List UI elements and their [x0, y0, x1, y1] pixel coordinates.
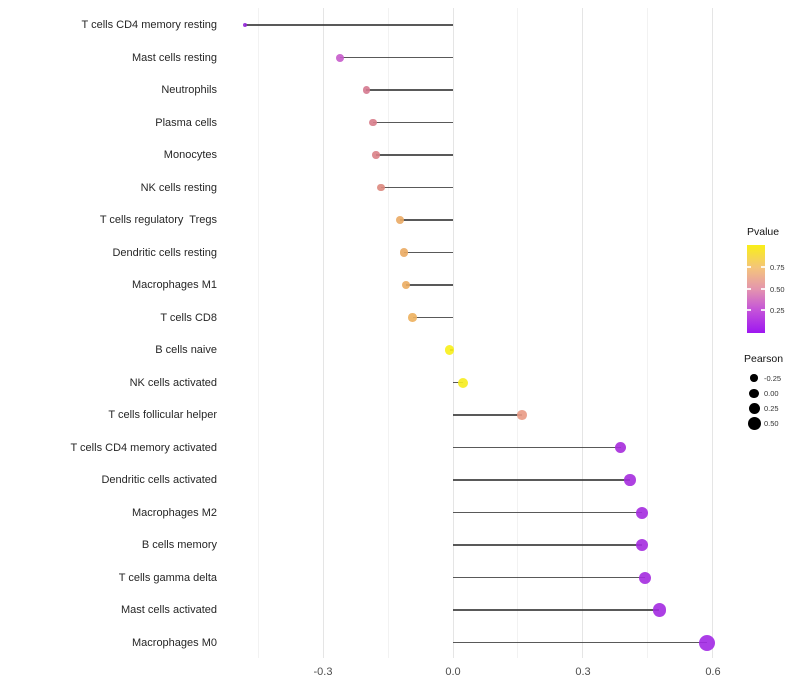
lollipop-stick	[340, 56, 453, 59]
category-label: Plasma cells	[155, 116, 217, 129]
gridline-minor	[387, 8, 389, 658]
pearson-size-label: 0.00	[764, 388, 779, 398]
lollipop-dot	[614, 441, 627, 454]
category-label: Dendritic cells resting	[112, 246, 217, 259]
category-label: T cells CD8	[160, 311, 217, 324]
gridline-minor	[647, 8, 649, 658]
lollipop-stick	[412, 316, 453, 319]
lollipop-dot	[242, 22, 248, 28]
lollipop-stick	[453, 479, 631, 481]
category-label: NK cells resting	[140, 181, 217, 194]
pearson-size-label: 0.50	[764, 419, 779, 429]
lollipop-stick	[453, 576, 646, 579]
lollipop-stick	[381, 186, 453, 189]
lollipop-dot	[362, 86, 371, 94]
lollipop-dot	[399, 248, 409, 257]
pvalue-tick-mark	[761, 288, 765, 290]
category-label: Macrophages M1	[132, 279, 217, 291]
lollipop-dot	[635, 506, 648, 519]
category-label: Mast cells activated	[121, 604, 217, 616]
lollipop-stick	[405, 284, 453, 286]
pvalue-tick-mark	[761, 266, 765, 268]
lollipop-stick	[453, 609, 660, 611]
lollipop-stick	[453, 641, 708, 644]
legend: Pvalue 0.75 0.50 0.25 Pearson -0.25 0.00 0.2…	[738, 222, 800, 442]
category-label: T cells CD4 memory resting	[81, 19, 218, 31]
pearson-size-label: 0.25	[764, 404, 779, 414]
category-label: Macrophages M0	[132, 636, 217, 649]
pearson-size-label: -0.25	[764, 373, 782, 383]
gridline-minor	[257, 8, 259, 658]
gridline-minor	[517, 8, 519, 658]
lollipop-dot	[517, 410, 527, 420]
lollipop-dot	[624, 474, 636, 486]
pearson-size-dot	[747, 417, 761, 431]
gridline-major	[322, 8, 324, 658]
lollipop-dot	[639, 571, 652, 584]
category-label: T cells gamma delta	[118, 571, 217, 584]
category-label: NK cells activated	[129, 376, 217, 389]
lollipop-dot	[369, 118, 377, 127]
lollipop-stick	[404, 251, 453, 254]
category-label: Neutrophils	[161, 84, 217, 96]
category-label: T cells CD4 memory activated	[70, 441, 217, 454]
x-tick-label: 0.0	[445, 666, 461, 678]
lollipop-stick	[366, 89, 453, 91]
pvalue-tick-mark	[747, 309, 751, 311]
lollipop-dot	[652, 603, 666, 617]
lollipop-stick	[453, 511, 642, 514]
gridline-major	[452, 8, 454, 658]
lollipop-stick	[245, 24, 453, 26]
lollipop-stick	[453, 446, 621, 449]
pvalue-tick-label: 0.25	[770, 305, 785, 315]
category-label: Mast cells resting	[132, 51, 217, 64]
x-tick-label: 0.3	[575, 666, 591, 678]
pvalue-tick-label: 0.75	[770, 262, 785, 272]
pvalue-tick-mark	[747, 288, 751, 290]
lollipop-dot	[401, 280, 411, 290]
pvalue-gradient-bar	[747, 245, 765, 333]
gridline-major	[712, 8, 714, 658]
lollipop-dot	[395, 215, 405, 225]
pvalue-tick-label: 0.50	[770, 284, 785, 294]
x-tick-label: 0.6	[705, 666, 721, 678]
pvalue-tick-mark	[747, 266, 751, 268]
pvalue-tick-mark	[761, 309, 765, 311]
category-label: T cells follicular helper	[108, 409, 217, 421]
lollipop-dot	[372, 151, 380, 159]
lollipop-stick	[453, 544, 642, 546]
category-label: T cells regulatory Tregs	[99, 214, 217, 226]
x-tick-label: -0.3	[313, 666, 333, 678]
lollipop-stick	[375, 154, 453, 156]
lollipop-dot	[377, 183, 385, 192]
category-label: Macrophages M2	[132, 506, 217, 519]
lollipop-dot	[444, 345, 455, 355]
category-label: B cells naive	[155, 344, 217, 356]
pearson-legend-title: Pearson	[744, 353, 784, 365]
lollipop-dot	[457, 377, 468, 388]
category-label: B cells memory	[141, 539, 217, 551]
lollipop-dot	[336, 53, 345, 62]
gridline-major	[582, 8, 584, 658]
lollipop-dot	[408, 313, 417, 322]
category-label: Monocytes	[163, 149, 217, 161]
lollipop-dot	[699, 634, 716, 651]
lollipop-dot	[635, 539, 648, 551]
lollipop-stick	[453, 414, 522, 416]
pearson-size-dot	[748, 403, 760, 415]
category-label: Dendritic cells activated	[101, 474, 217, 486]
pearson-size-dot	[750, 374, 758, 382]
lollipop-stick	[372, 121, 453, 124]
lollipop-stick	[400, 219, 453, 221]
pearson-size-dot	[749, 388, 759, 399]
pvalue-legend-title: Pvalue	[747, 226, 780, 238]
